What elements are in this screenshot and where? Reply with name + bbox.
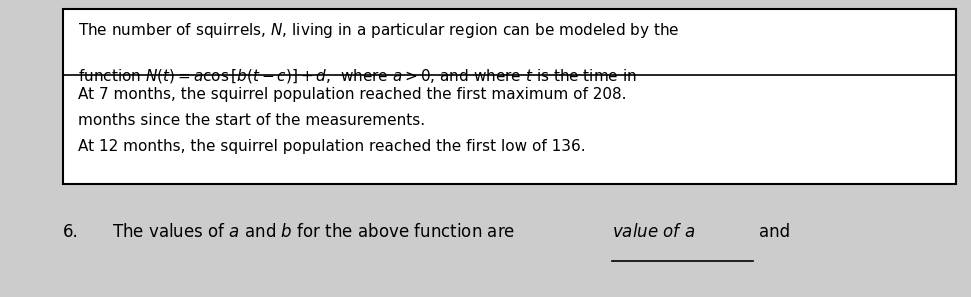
Text: value of $a$: value of $a$ bbox=[612, 223, 695, 241]
Text: and: and bbox=[759, 223, 790, 241]
Text: The number of squirrels, $N$, living in a particular region can be modeled by th: The number of squirrels, $N$, living in … bbox=[78, 21, 679, 40]
Text: function $N(t) = a\cos\left[b(t-c)\right]+d$,  where $a>0$, and where $t$ is the: function $N(t) = a\cos\left[b(t-c)\right… bbox=[78, 67, 637, 85]
FancyBboxPatch shape bbox=[63, 9, 956, 184]
Text: months since the start of the measurements.: months since the start of the measuremen… bbox=[78, 113, 424, 128]
Text: 6.: 6. bbox=[63, 223, 79, 241]
Text: At 12 months, the squirrel population reached the first low of 136.: At 12 months, the squirrel population re… bbox=[78, 139, 586, 154]
Text: At 7 months, the squirrel population reached the first maximum of 208.: At 7 months, the squirrel population rea… bbox=[78, 87, 626, 102]
Text: The values of $a$ and $b$ for the above function are: The values of $a$ and $b$ for the above … bbox=[112, 223, 515, 241]
